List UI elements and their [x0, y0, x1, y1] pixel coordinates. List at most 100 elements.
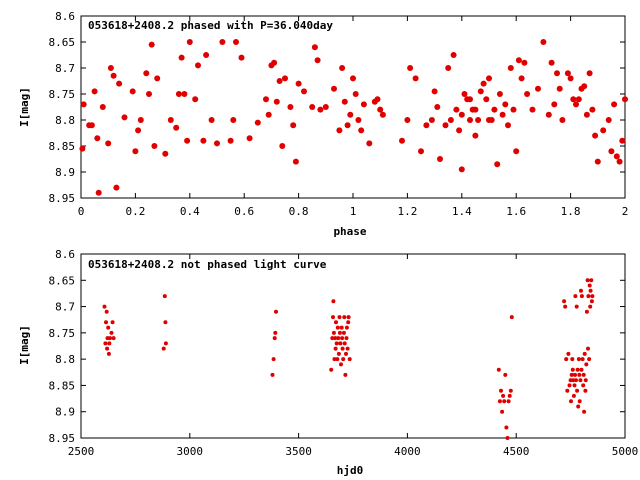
unphased-data-point: [570, 357, 575, 362]
unphased-y-tick-label: 8.65: [49, 274, 76, 287]
phased-data-point: [341, 98, 348, 105]
unphased-x-tick-label: 4000: [394, 445, 421, 458]
phased-data-point: [431, 88, 438, 95]
phased-data-point: [437, 156, 443, 162]
phased-y-axis-label: I[mag]: [18, 87, 31, 127]
unphased-data-point: [565, 388, 570, 393]
phased-data-point: [377, 106, 384, 113]
phased-data-point: [502, 101, 509, 108]
phased-y-tick-label: 8.7: [55, 62, 75, 75]
phased-data-points: [79, 39, 628, 196]
unphased-data-point: [577, 372, 582, 377]
phased-data-point: [233, 39, 239, 45]
unphased-y-tick-label: 8.6: [55, 248, 75, 261]
phased-data-point: [581, 83, 588, 90]
unphased-data-point: [105, 346, 110, 351]
unphased-y-tick-label: 8.75: [49, 327, 76, 340]
unphased-data-point: [500, 409, 505, 414]
unphased-data-point: [342, 341, 347, 346]
phased-data-point: [154, 75, 161, 82]
phased-data-point: [309, 104, 316, 110]
phased-data-point: [434, 104, 441, 110]
unphased-data-point: [572, 383, 577, 388]
unphased-data-point: [508, 388, 513, 393]
unphased-data-point: [584, 362, 589, 367]
unphased-data-point: [569, 372, 574, 377]
unphased-data-point: [582, 351, 587, 356]
phased-x-tick-label: 1.2: [397, 205, 417, 218]
unphased-data-point: [107, 341, 112, 346]
unphased-data-point: [110, 320, 115, 325]
phased-data-point: [456, 127, 463, 134]
unphased-data-point: [582, 409, 587, 414]
phased-data-point: [195, 62, 201, 69]
unphased-data-point: [502, 399, 507, 404]
unphased-y-tick-label: 8.7: [55, 301, 75, 314]
phased-data-point: [295, 80, 302, 87]
phased-y-tick-label: 8.9: [55, 166, 75, 179]
phased-data-point: [110, 72, 117, 79]
unphased-chart-title: 053618+2408.2 not phased light curve: [88, 258, 327, 271]
phased-data-point: [559, 117, 566, 123]
unphased-data-point: [329, 367, 334, 372]
phased-data-point: [282, 75, 288, 82]
unphased-data-point: [336, 351, 341, 356]
unphased-data-point: [333, 346, 338, 351]
phased-data-point: [162, 150, 169, 157]
unphased-data-point: [504, 425, 509, 430]
unphased-data-point: [505, 436, 510, 440]
phased-data-point: [79, 145, 86, 152]
phased-data-point: [339, 65, 346, 71]
phased-data-point: [494, 161, 501, 168]
phased-data-point: [450, 52, 457, 58]
unphased-data-point: [104, 309, 109, 314]
phased-x-tick-label: 0.8: [289, 205, 309, 218]
phased-data-point: [573, 101, 579, 108]
phased-data-point: [575, 96, 582, 103]
phased-x-tick-label: 2: [622, 205, 629, 218]
unphased-y-tick-label: 8.95: [49, 432, 76, 445]
unphased-data-point: [340, 336, 345, 341]
phased-data-point: [167, 117, 174, 123]
unphased-panel: 2500 3000 3500 4000 4500 5000 8.6 8.65 8.7 8.75 8.…: [18, 248, 638, 477]
phased-data-point: [529, 106, 536, 113]
unphased-data-point: [509, 315, 514, 320]
phased-data-point: [99, 104, 106, 110]
phased-data-point: [360, 101, 367, 108]
unphased-axis-ticks: 2500 3000 3500 4000 4500 5000 8.6 8.65 8.7 8.75 8.…: [49, 248, 639, 458]
phased-data-point: [467, 117, 473, 123]
phased-data-point: [317, 106, 324, 113]
phased-data-point: [95, 189, 102, 196]
phased-data-point: [428, 117, 435, 123]
phased-data-point: [263, 96, 269, 103]
phased-data-point: [510, 106, 517, 113]
unphased-data-point: [111, 336, 116, 341]
phased-data-point: [619, 137, 626, 144]
phased-data-point: [611, 101, 618, 108]
phased-data-point: [301, 88, 307, 95]
phased-data-point: [556, 85, 563, 92]
unphased-data-point: [583, 388, 588, 393]
unphased-data-point: [334, 341, 339, 346]
phased-data-point: [116, 80, 123, 87]
phased-data-point: [292, 158, 299, 165]
phased-data-point: [279, 143, 286, 149]
phased-data-point: [203, 52, 210, 58]
phased-data-point: [447, 117, 454, 123]
unphased-data-point: [562, 299, 567, 304]
phased-data-point: [146, 91, 152, 97]
unphased-data-point: [273, 330, 278, 335]
unphased-data-point: [583, 378, 588, 383]
phased-data-point: [458, 111, 465, 118]
unphased-data-point: [589, 299, 594, 304]
phased-data-point: [374, 96, 381, 103]
phased-data-point: [219, 39, 226, 45]
phased-data-point: [113, 184, 120, 191]
phased-data-point: [91, 88, 98, 95]
phased-data-point: [540, 39, 547, 45]
unphased-data-point: [343, 372, 348, 377]
unphased-data-point: [507, 393, 512, 398]
unphased-data-point: [109, 330, 114, 335]
phased-data-point: [499, 111, 506, 118]
phased-data-point: [151, 143, 158, 149]
